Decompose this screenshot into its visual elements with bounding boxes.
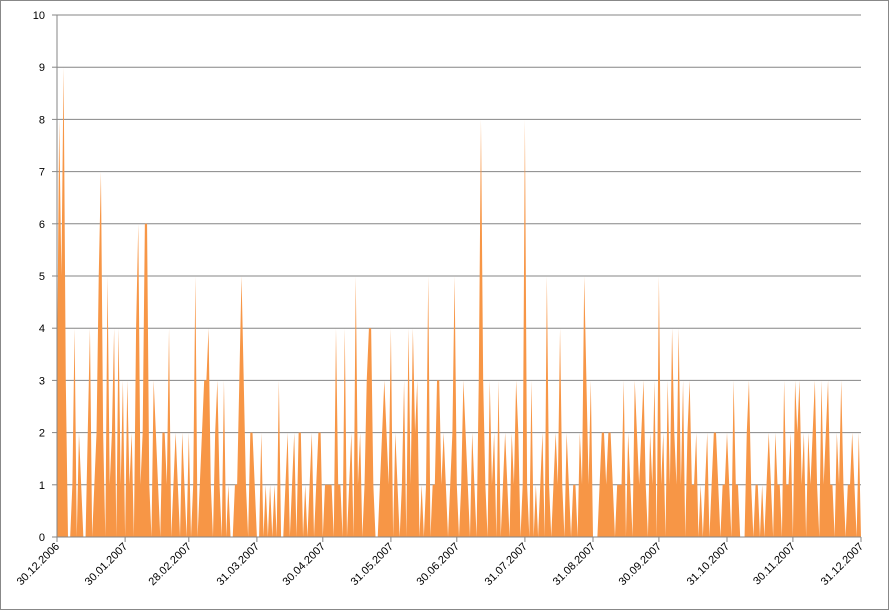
y-tick-label: 0 bbox=[39, 532, 45, 544]
y-tick-label: 6 bbox=[39, 219, 45, 231]
y-tick-label: 9 bbox=[39, 62, 45, 74]
y-tick-label: 7 bbox=[39, 167, 45, 179]
y-tick-label: 3 bbox=[39, 375, 45, 387]
y-tick-label: 2 bbox=[39, 428, 45, 440]
y-tick-label: 4 bbox=[39, 323, 45, 335]
area bbox=[57, 67, 861, 537]
y-tick-label: 8 bbox=[39, 114, 45, 126]
y-tick-label: 1 bbox=[39, 480, 45, 492]
y-tick-label: 5 bbox=[39, 271, 45, 283]
y-tick-label: 10 bbox=[33, 10, 45, 22]
